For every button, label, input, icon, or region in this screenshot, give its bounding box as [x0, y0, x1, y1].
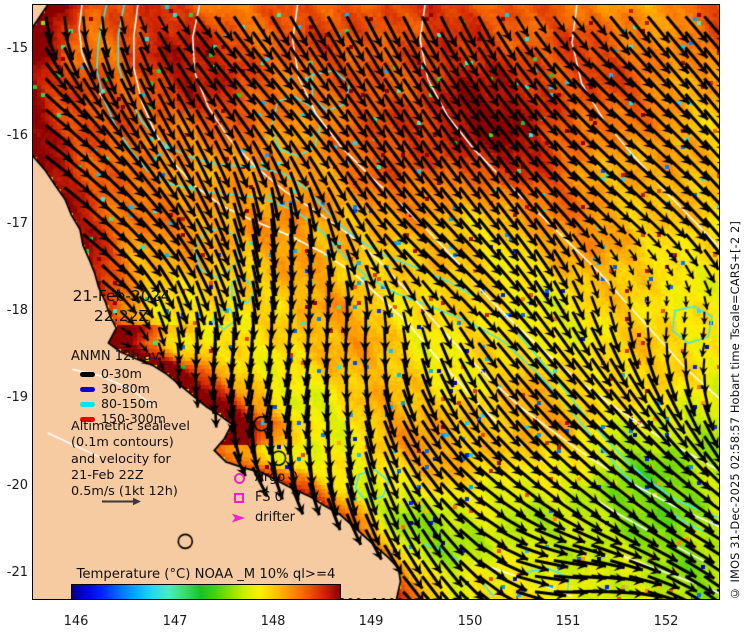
depth-label-150-300m: 150-300m: [101, 411, 166, 427]
date-stamp-time: 22:22Z: [93, 307, 150, 325]
credit-label: © IMOS 31-Dec-2025 02:58:57 Hobart time …: [728, 220, 742, 600]
depth-swatch-150-300m: [80, 416, 95, 422]
depth-swatch-30-80m: [80, 386, 95, 392]
x-tick-label: 150: [457, 614, 483, 629]
marker-label-drifter: drifter: [255, 510, 295, 525]
x-tick-label: 148: [260, 614, 286, 629]
altimetry-note-line3: and velocity for: [71, 451, 171, 467]
x-tick-label: 151: [555, 614, 581, 629]
y-tick-label: -16: [6, 128, 28, 143]
anmn-legend-item: 30-80m: [71, 381, 166, 397]
y-tick-label: -18: [6, 303, 28, 318]
y-axis: -15 -16 -17 -18 -19 -20 -21: [0, 0, 28, 640]
platform-marker-legend: Argo 0 FS 0 drifter: [229, 468, 298, 528]
depth-label-80-150m: 80-150m: [101, 396, 158, 412]
x-tick-label: 152: [653, 614, 679, 629]
x-axis: 146 147 148 149 150 151 152: [0, 606, 750, 640]
altimetry-note: Altimetric sealevel (0.1m contours) and …: [71, 419, 190, 500]
marker-legend-item-argo: Argo 0: [229, 468, 298, 488]
x-tick-label: 147: [162, 614, 188, 629]
temperature-colorbar[interactable]: Temperature (°C) NOAA _M 10% ql>=4 26 27…: [71, 567, 341, 599]
anmn-depth-legend: ANMN 12h av. 0-30m 30-80m 80-150m 150-30…: [71, 349, 166, 427]
x-tick-label: 149: [358, 614, 384, 629]
sst-map-canvas[interactable]: [33, 5, 719, 599]
anmn-legend-item: 150-300m: [71, 411, 166, 427]
x-tick-label: 146: [63, 614, 89, 629]
marker-legend-item-fs: FS 0: [229, 488, 298, 508]
y-tick-label: -21: [6, 565, 28, 580]
anmn-legend-title: ANMN 12h av.: [71, 349, 163, 364]
map-plot-area[interactable]: 21-Feb-2024 22:22Z ANMN 12h av. 0-30m 30…: [32, 4, 720, 600]
circle-marker-icon: [229, 470, 249, 486]
colorbar-gradient[interactable]: [71, 584, 341, 599]
marker-label-argo: Argo 0: [255, 470, 298, 485]
credit-text: © IMOS 31-Dec-2025 02:58:57 Hobart time …: [722, 0, 748, 600]
bathy-label-1000: 1000m: [371, 597, 417, 599]
y-tick-label: -15: [6, 41, 28, 56]
colorbar-title: Temperature (°C) NOAA _M 10% ql>=4: [76, 567, 336, 582]
altimetry-note-line4: 21-Feb 22Z: [71, 467, 144, 483]
date-stamp: 21-Feb-2024 22:22Z: [39, 286, 204, 326]
drifter-arrow-icon: [229, 510, 249, 526]
date-stamp-date: 21-Feb-2024: [72, 287, 171, 305]
y-tick-label: -19: [6, 390, 28, 405]
depth-swatch-0-30m: [80, 371, 95, 377]
altimetry-note-line1: Altimetric sealevel: [71, 419, 190, 434]
marker-legend-item-drifter: drifter: [229, 508, 298, 528]
anmn-legend-item: 0-30m: [71, 366, 166, 382]
depth-label-30-80m: 30-80m: [101, 381, 150, 397]
square-marker-icon: [229, 490, 249, 506]
altimetry-note-line2: (0.1m contours): [71, 435, 174, 451]
y-tick-label: -20: [6, 478, 28, 493]
velocity-scale-arrow-icon: [102, 497, 141, 506]
marker-label-fs: FS 0: [255, 490, 283, 505]
velocity-scale-label: 0.5m/s (1kt 12h): [71, 484, 178, 500]
bathy-label-200: 200: [338, 597, 363, 599]
bathymetry-legend: 200 1000m: [338, 597, 417, 599]
y-tick-label: -17: [6, 216, 28, 231]
depth-swatch-80-150m: [80, 401, 95, 407]
anmn-legend-item: 80-150m: [71, 396, 166, 412]
depth-label-0-30m: 0-30m: [101, 366, 142, 382]
